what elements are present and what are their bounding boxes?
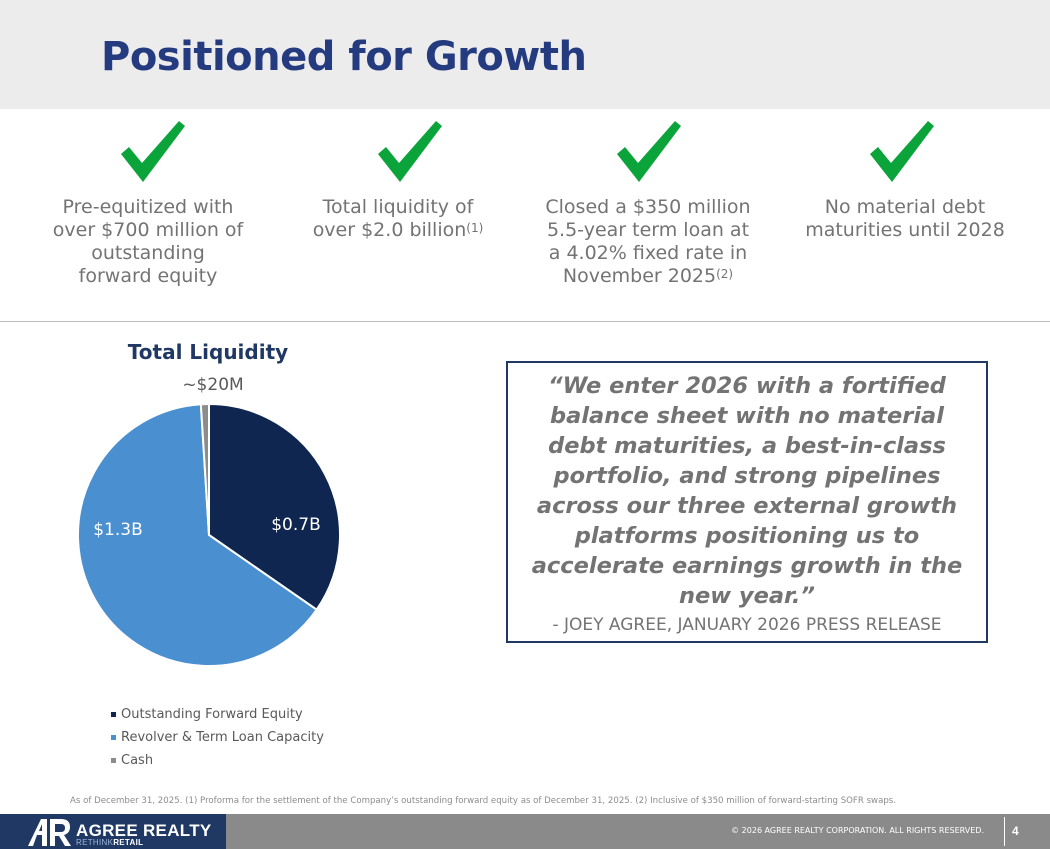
highlight-line: a 4.02% fixed rate in (548, 242, 748, 264)
legend-swatch (111, 758, 116, 763)
checkmark-icon (378, 121, 442, 182)
legend-label: Outstanding Forward Equity (121, 707, 303, 722)
legend-item: Cash (111, 749, 324, 772)
quote-box: “We enter 2026 with a fortified balance … (506, 361, 988, 643)
footnote-ref: (2) (716, 267, 734, 281)
highlight-line: November 2025(2) (543, 265, 753, 288)
highlight-pre-equitized: Pre-equitized with over $700 million of … (43, 196, 253, 288)
highlight-line: Total liquidity of (322, 196, 474, 218)
legend-swatch (111, 712, 116, 717)
pie-slice (199, 402, 210, 536)
pie-slice (77, 403, 319, 667)
checkmark-icon (617, 121, 681, 182)
highlight-line: Pre-equitized with (62, 196, 234, 218)
agree-logo-icon (28, 819, 71, 846)
legend-label: Cash (121, 753, 154, 768)
highlight-line: outstanding (91, 242, 205, 264)
legend-item: Revolver & Term Loan Capacity (111, 726, 324, 749)
header-band (0, 0, 1050, 109)
legend-swatch (111, 735, 116, 740)
legend-item: Outstanding Forward Equity (111, 703, 324, 726)
footnote: As of December 31, 2025. (1) Proforma fo… (70, 796, 897, 806)
highlight-line: No material debt (824, 196, 986, 218)
highlight-line-text: November 2025 (562, 265, 717, 287)
logo-tag-suffix: RETAIL (113, 838, 144, 847)
section-divider (0, 321, 1050, 322)
highlight-line-text: over $2.0 billion (312, 219, 467, 241)
pie-data-label: ~$20M (182, 375, 243, 395)
pie-chart: $0.7B $1.3B ~$20M (77, 375, 341, 667)
copyright-text: © 2026 AGREE REALTY CORPORATION. ALL RIG… (731, 826, 984, 835)
page-number: 4 (1012, 824, 1019, 838)
chart-title: Total Liquidity (127, 340, 289, 364)
checkmark-icon (870, 121, 934, 182)
highlight-line: over $700 million of (52, 219, 244, 241)
pie-slice (208, 402, 341, 612)
highlight-line: 5.5-year term loan at (546, 219, 750, 241)
highlight-term-loan: Closed a $350 million 5.5-year term loan… (543, 196, 753, 288)
logo-tagline: RETHINKRETAIL (76, 838, 143, 847)
highlight-total-liquidity: Total liquidity of over $2.0 billion(1) (293, 196, 503, 242)
page-separator (1004, 817, 1005, 846)
quote-attribution: - JOEY AGREE, JANUARY 2026 PRESS RELEASE (552, 615, 942, 635)
pie-data-label: $0.7B (271, 515, 321, 535)
footnote-ref: (1) (466, 221, 484, 235)
quote-text: “We enter 2026 with a fortified balance … (531, 373, 963, 609)
highlight-line: Closed a $350 million (545, 196, 751, 218)
highlight-debt-maturities: No material debt maturities until 2028 (800, 196, 1010, 242)
page-title: Positioned for Growth (101, 34, 587, 80)
pie-data-label: $1.3B (93, 520, 143, 540)
highlight-line: over $2.0 billion(1) (293, 219, 503, 242)
highlight-line: maturities until 2028 (805, 219, 1005, 241)
logo-name: AGREE REALTY (76, 821, 212, 840)
checkmark-icon (121, 121, 185, 182)
chart-legend: Outstanding Forward Equity Revolver & Ter… (111, 703, 324, 772)
logo-tag-prefix: RETHINK (76, 838, 114, 847)
legend-label: Revolver & Term Loan Capacity (121, 730, 324, 745)
company-logo: AGREE REALTY RETHINKRETAIL (0, 814, 226, 849)
highlight-line: forward equity (78, 265, 218, 287)
